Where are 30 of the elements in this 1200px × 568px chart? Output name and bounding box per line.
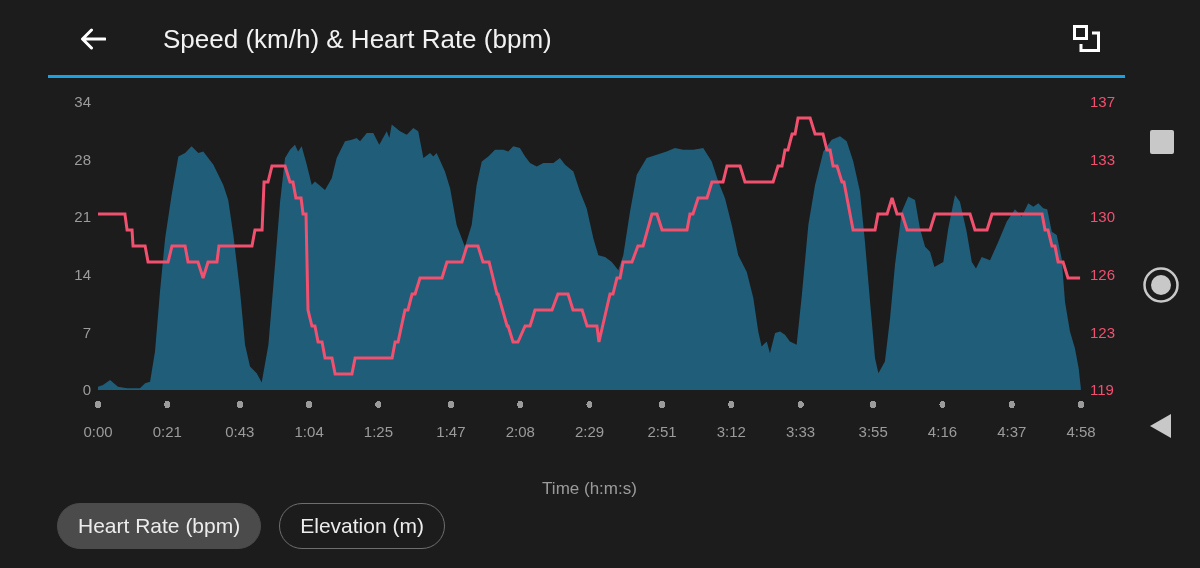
x-tick-label: 2:29 (574, 423, 605, 440)
x-tick-label: 4:58 (1066, 423, 1096, 440)
x-tick-label: 4:37 (997, 423, 1027, 440)
y2-tick-label: 126 (1090, 266, 1116, 284)
y-tick-label: 34 (74, 93, 91, 111)
y2-tick-label: 123 (1090, 323, 1116, 341)
y2-tick-label: 119 (1090, 381, 1114, 399)
toggle-button: Heart Rate (bpm) (57, 503, 262, 549)
y-tick-label: 14 (74, 266, 91, 284)
y2-tick-label: 133 (1090, 150, 1116, 168)
y-tick-label: 7 (82, 323, 91, 341)
x-tick-label: 3:55 (858, 423, 888, 440)
y-tick-label: 0 (82, 381, 91, 399)
y-tick-label: 21 (74, 208, 91, 226)
x-tick-label: 1:47 (436, 423, 466, 440)
x-axis-title: Time (h:m:s) (542, 479, 637, 499)
x-tick-label: 1:04 (294, 423, 324, 440)
x-tick-label: 3:12 (716, 423, 746, 440)
y-tick-label: 28 (74, 150, 91, 168)
x-tick-label: 3:33 (786, 423, 816, 440)
x-tick-label: 4:16 (927, 423, 958, 440)
x-tick-label: 1:25 (363, 423, 393, 440)
chart-title: Speed (km/h) & Heart Rate (bpm) (163, 23, 552, 55)
y2-tick-label: 130 (1090, 208, 1116, 226)
x-tick-label: 0:43 (225, 423, 255, 440)
x-tick-label: 0:21 (152, 423, 182, 440)
x-tick-label: 2:51 (647, 423, 677, 440)
y2-tick-label: 137 (1090, 93, 1116, 111)
x-tick-label: 0:00 (83, 423, 113, 440)
x-tick-label: 2:08 (505, 423, 535, 440)
